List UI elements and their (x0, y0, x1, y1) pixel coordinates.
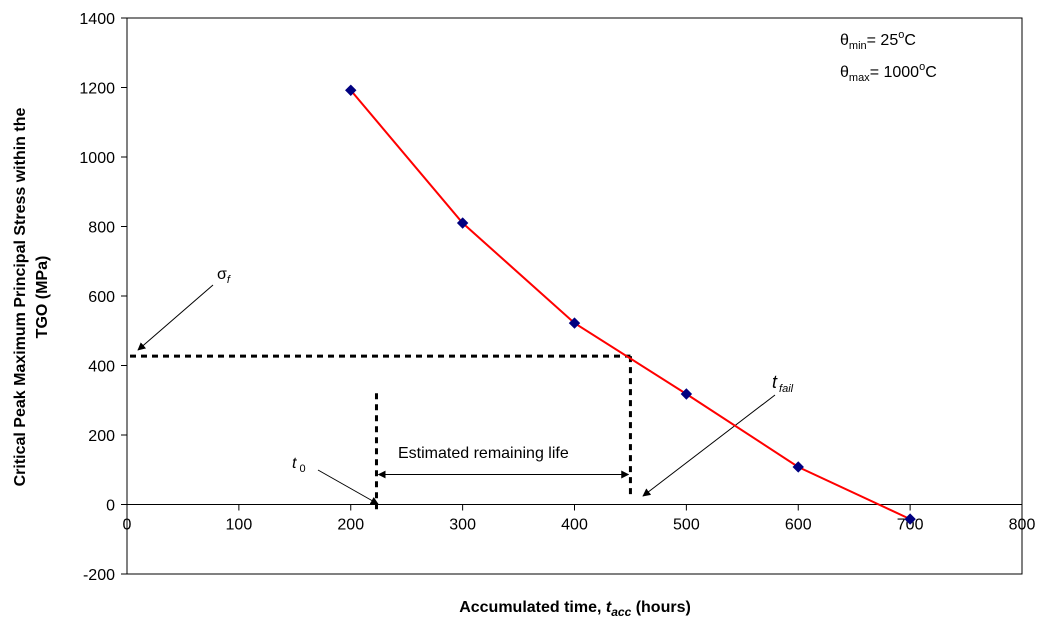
data-point-marker (345, 84, 357, 96)
x-tick-label: 400 (561, 517, 588, 534)
series-markers (345, 84, 916, 525)
series-line (349, 89, 911, 521)
y-axis-title-line-2: TGO (MPa) (34, 256, 51, 339)
x-tick-label: 500 (673, 517, 700, 534)
y-tick-label: 200 (88, 428, 115, 445)
theta-min-label: θmin= 25oC (840, 29, 916, 52)
data-point-marker (456, 217, 469, 229)
x-tick-label: 800 (1009, 517, 1036, 534)
t0-pointer-arrow (317, 469, 379, 505)
sigma-f-label: σf (217, 266, 231, 286)
y-tick-label: -200 (83, 567, 115, 584)
y-tick-label: 800 (88, 220, 115, 237)
y-tick-label: 1000 (79, 150, 115, 167)
y-tick-label: 0 (106, 498, 115, 515)
remaining-life-label: Estimated remaining life (398, 445, 569, 462)
y-tick-label: 1200 (79, 81, 115, 98)
theta-max-label: θmax= 1000oC (840, 61, 937, 84)
y-tick-label: 400 (88, 359, 115, 376)
x-tick-label: 0 (123, 517, 132, 534)
y-tick-label: 600 (88, 289, 115, 306)
y-axis-ticks: -200 0 200 400 600 800 1000 1200 1400 (79, 11, 127, 584)
t-fail-label: t fail (772, 372, 794, 395)
x-tick-label: 200 (337, 517, 364, 534)
y-axis-title-line-1: Critical Peak Maximum Principal Stress w… (12, 108, 29, 487)
data-point-marker (792, 461, 804, 473)
x-tick-label: 300 (449, 517, 476, 534)
sigma-f-pointer-arrow (137, 284, 214, 351)
x-axis-title: Accumulated time, tacc (hours) (459, 599, 691, 619)
data-point-marker (904, 513, 916, 525)
plot-area (126, 17, 1023, 575)
x-tick-label: 100 (226, 517, 253, 534)
data-point-marker (568, 317, 581, 329)
data-point-marker (680, 388, 693, 400)
x-axis-ticks: 0 100 200 300 400 500 600 700 800 (123, 504, 1036, 534)
y-tick-label: 1400 (79, 11, 115, 28)
t-fail-pointer-arrow (642, 394, 776, 497)
x-tick-label: 600 (785, 517, 812, 534)
x-tick-label: 700 (897, 517, 924, 534)
